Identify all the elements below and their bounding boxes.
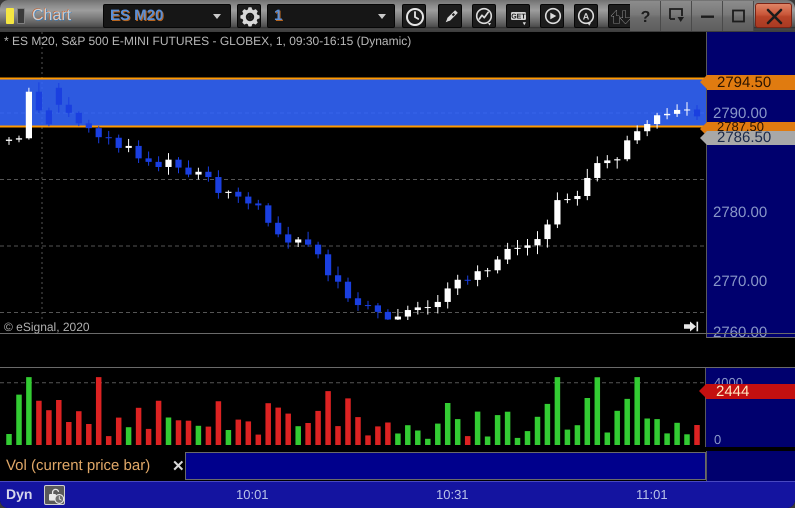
svg-text:?: ? (641, 9, 651, 26)
svg-text:GET: GET (511, 13, 526, 20)
svg-text:A: A (583, 11, 590, 21)
